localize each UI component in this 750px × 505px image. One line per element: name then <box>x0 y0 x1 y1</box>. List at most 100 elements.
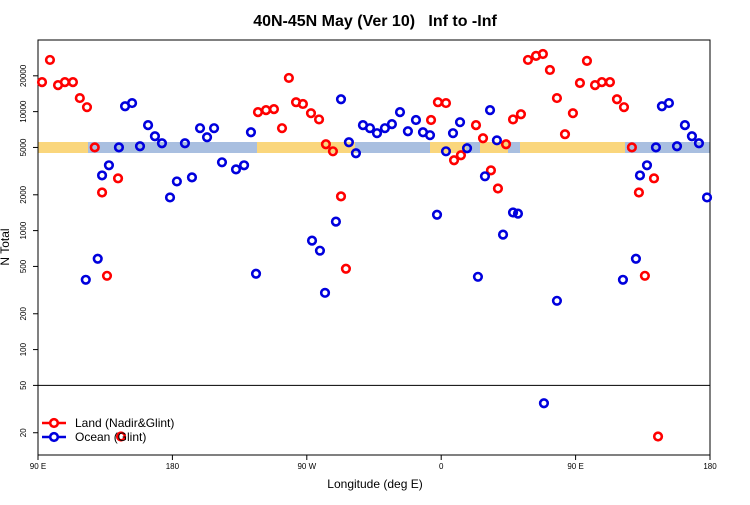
point <box>425 114 437 126</box>
x-tick-label: 90 E <box>567 462 583 471</box>
band-land <box>257 142 355 153</box>
point <box>44 54 56 66</box>
point <box>194 123 206 134</box>
point <box>604 77 616 88</box>
plot-frame <box>37 39 711 456</box>
point <box>386 119 398 130</box>
point <box>701 192 713 203</box>
point <box>36 77 48 88</box>
point <box>472 271 484 282</box>
point <box>559 129 571 140</box>
point <box>319 287 331 298</box>
point <box>305 108 317 119</box>
x-tick-label: 90 W <box>297 462 316 471</box>
point <box>641 160 653 171</box>
legend-label: Ocean (Glint) <box>75 430 146 444</box>
x-tick-label: 180 <box>166 462 180 471</box>
point <box>567 108 579 119</box>
point <box>394 107 406 118</box>
point <box>252 107 264 118</box>
band-land <box>480 142 508 153</box>
point <box>596 77 607 88</box>
point <box>544 64 556 76</box>
y-tick-label: 2000 <box>19 185 28 203</box>
point <box>250 268 262 279</box>
point <box>663 97 675 109</box>
point <box>574 77 586 89</box>
point <box>142 120 154 131</box>
point <box>101 270 113 281</box>
legend: Land (Nadir&Glint)Ocean (Glint) <box>42 416 174 444</box>
point <box>500 139 512 150</box>
point <box>432 97 444 108</box>
point <box>314 245 326 256</box>
y-tick-label: 5000 <box>19 138 28 156</box>
point <box>201 132 213 143</box>
legend-label: Land (Nadir&Glint) <box>75 416 174 430</box>
y-tick-label: 50 <box>19 380 28 389</box>
legend-marker <box>48 431 60 443</box>
band-land <box>520 142 625 153</box>
point <box>81 102 93 113</box>
point <box>113 142 125 153</box>
point <box>216 157 228 168</box>
point <box>371 128 383 139</box>
y-tick-label: 500 <box>19 259 28 273</box>
point <box>283 72 294 84</box>
point <box>297 98 309 110</box>
point <box>230 164 242 175</box>
point <box>455 150 467 161</box>
point <box>335 191 347 202</box>
x-tick-label: 90 E <box>30 462 46 471</box>
x-tick-label: 180 <box>703 462 717 471</box>
point <box>611 94 623 105</box>
point <box>245 127 257 138</box>
chart-title: 40N-45N May (Ver 10) Inf to -Inf <box>253 13 497 30</box>
x-axis-label: Longitude (deg E) <box>327 477 422 491</box>
point <box>74 92 85 104</box>
point <box>479 171 491 182</box>
point <box>448 155 460 166</box>
point <box>171 176 182 187</box>
series <box>80 94 713 409</box>
point <box>134 141 146 152</box>
y-tick-label: 100 <box>19 342 28 356</box>
point <box>522 54 534 66</box>
point <box>440 97 452 109</box>
point <box>485 165 497 176</box>
point <box>634 170 646 181</box>
point <box>149 131 161 142</box>
point <box>208 123 220 134</box>
point <box>364 123 376 134</box>
point <box>630 253 642 264</box>
x-tick-label: 0 <box>439 462 444 471</box>
point <box>507 207 519 218</box>
point <box>538 398 550 409</box>
point <box>126 97 138 109</box>
point <box>96 170 108 181</box>
point <box>330 216 342 227</box>
point <box>179 138 191 149</box>
point <box>103 160 115 171</box>
point <box>491 135 503 146</box>
point <box>686 131 698 142</box>
point <box>617 274 629 285</box>
point <box>402 126 413 137</box>
point <box>320 139 332 150</box>
point <box>424 130 436 141</box>
point <box>276 123 288 134</box>
y-tick-label: 20000 <box>19 64 28 87</box>
point <box>497 229 509 240</box>
point <box>693 138 705 149</box>
point <box>379 123 391 134</box>
y-tick-label: 200 <box>19 307 28 321</box>
point <box>447 128 459 139</box>
point <box>343 137 355 148</box>
band-ocean <box>38 142 710 153</box>
point <box>115 431 127 442</box>
point <box>639 270 650 281</box>
point <box>650 142 662 153</box>
point <box>335 94 347 105</box>
point <box>89 142 100 153</box>
